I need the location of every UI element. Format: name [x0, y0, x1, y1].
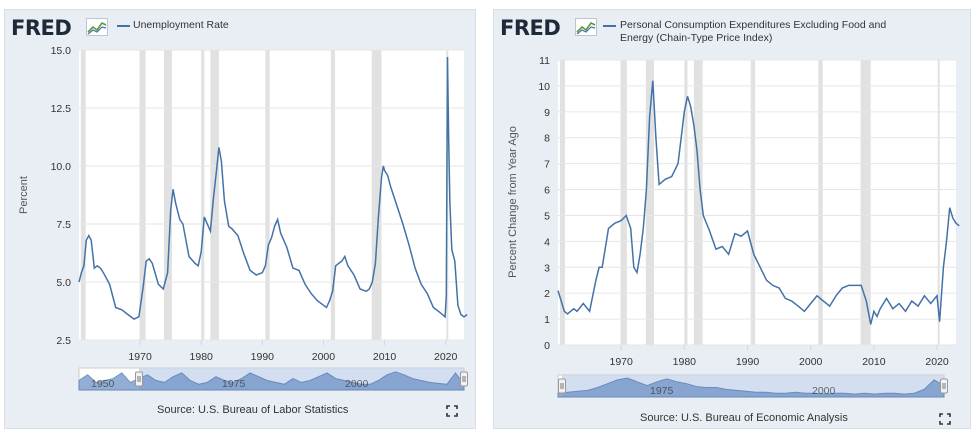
x-tick-label: 1980	[673, 356, 697, 368]
recession-band	[330, 50, 336, 340]
y-tick-label: 11	[539, 55, 550, 67]
navigator-right-handle[interactable]	[460, 371, 468, 387]
recession-band	[860, 60, 871, 345]
x-tick-label: 1990	[736, 356, 760, 368]
y-tick-label: 2.5	[56, 335, 71, 347]
range-navigator[interactable]: 1975 2000	[557, 374, 948, 398]
plot-area	[558, 60, 956, 345]
legend-swatch	[603, 25, 616, 27]
unemployment-chart: 15.0 12.5 10.0 7.5 5.0 2.5 1970 1980 1990 2000 20…	[18, 45, 468, 391]
series-line-unemployment-rate	[78, 56, 468, 320]
y-tick-label: 10	[538, 81, 550, 93]
x-tick-label: 1980	[190, 351, 214, 363]
recession-band	[80, 50, 86, 340]
recession-band	[139, 50, 146, 340]
recession-band	[937, 60, 940, 345]
y-tick-label: 0	[544, 340, 550, 352]
fred-logo: FRED	[11, 16, 72, 40]
y-tick-label: 5.0	[56, 277, 71, 289]
chart-title: Unemployment Rate	[133, 19, 229, 31]
navigator-label: 1950	[91, 378, 115, 390]
series-line-core-pce	[557, 80, 960, 325]
fullscreen-icon[interactable]	[939, 413, 951, 425]
x-tick-label: 2000	[799, 356, 823, 368]
x-tick-label: 1970	[128, 351, 152, 363]
recession-band	[163, 50, 172, 340]
y-tick-label: 15.0	[51, 45, 72, 57]
navigator-series-area	[557, 377, 945, 398]
source-note: Source: U.S. Bureau of Economic Analysis	[640, 412, 848, 424]
chart-title-line-2: Energy (Chain-Type Price Index)	[620, 32, 773, 44]
navigator-right-handle[interactable]	[940, 378, 948, 394]
y-axis-title: Percent Change from Year Ago	[507, 126, 519, 278]
fred-chart-logo-icon	[575, 18, 597, 36]
y-tick-label: 5	[544, 210, 550, 222]
navigator-label: 1975	[222, 378, 246, 390]
x-tick-label: 2000	[312, 351, 336, 363]
recession-band	[684, 60, 688, 345]
x-tick-label: 1990	[251, 351, 275, 363]
source-note: Source: U.S. Bureau of Labor Statistics	[157, 404, 349, 416]
y-tick-label: 7.5	[56, 219, 71, 231]
recession-band	[693, 60, 703, 345]
y-tick-label: 8	[544, 133, 550, 145]
chart-panel-core-pce: FRED Personal Consumption Expenditures E…	[493, 9, 971, 429]
y-tick-label: 4	[544, 236, 550, 248]
x-tick-label: 2020	[925, 356, 949, 368]
fred-chart-logo-icon	[86, 18, 108, 36]
navigator-label: 2000	[345, 378, 369, 390]
chart-title-line-1: Personal Consumption Expenditures Exclud…	[620, 19, 887, 31]
x-tick-label: 1970	[609, 356, 633, 368]
recession-band	[818, 60, 823, 345]
fred-logo: FRED	[500, 16, 561, 40]
y-tick-label: 7	[544, 159, 550, 171]
chart-title: Personal Consumption Expenditures Exclud…	[620, 19, 886, 45]
chart-panel-unemployment: FRED Unemployment Rate 15.0 12.5 10.0 7.5 5.…	[4, 9, 476, 429]
fullscreen-icon[interactable]	[446, 405, 458, 417]
y-tick-label: 10.0	[51, 161, 72, 173]
recession-band	[201, 50, 205, 340]
x-tick-label: 2010	[373, 351, 397, 363]
x-tick-label: 2010	[862, 356, 886, 368]
recession-band	[750, 60, 756, 345]
recession-band	[371, 50, 382, 340]
y-tick-label: 3	[544, 262, 550, 274]
recession-band	[645, 60, 655, 345]
y-tick-label: 2	[544, 288, 550, 300]
plot-area	[79, 50, 464, 340]
recession-band	[210, 50, 219, 340]
navigator-label: 1975	[650, 385, 674, 397]
recession-band	[265, 50, 270, 340]
recession-band	[620, 60, 627, 345]
legend-swatch	[117, 25, 130, 27]
x-tick-label: 2020	[434, 351, 458, 363]
recession-band	[559, 60, 565, 345]
navigator-left-handle[interactable]	[135, 371, 143, 387]
navigator-label: 2000	[812, 385, 836, 397]
y-tick-label: 12.5	[51, 103, 72, 115]
y-axis-title: Percent	[18, 176, 30, 214]
y-tick-label: 9	[544, 107, 550, 119]
range-navigator[interactable]: 1950 1975 2000	[78, 367, 468, 391]
navigator-left-handle[interactable]	[558, 378, 566, 394]
y-tick-label: 1	[544, 314, 550, 326]
y-tick-label: 6	[544, 185, 550, 197]
